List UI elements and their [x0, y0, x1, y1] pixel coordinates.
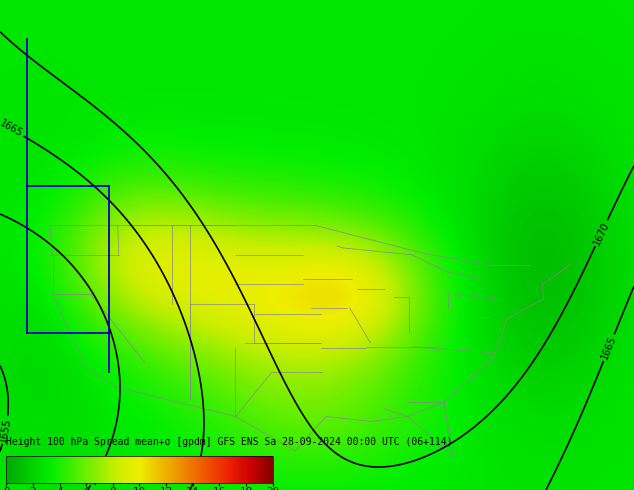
Text: Height 100 hPa Spread mean+σ [gpdm] GFS ENS Sa 28-09-2024 00:00 UTC (06+114): Height 100 hPa Spread mean+σ [gpdm] GFS … [6, 437, 453, 447]
Text: 1655: 1655 [0, 416, 13, 443]
Text: 1665: 1665 [0, 119, 24, 139]
Text: 1665: 1665 [600, 334, 618, 361]
Text: 1660: 1660 [87, 460, 108, 486]
Text: 1670: 1670 [592, 220, 611, 246]
